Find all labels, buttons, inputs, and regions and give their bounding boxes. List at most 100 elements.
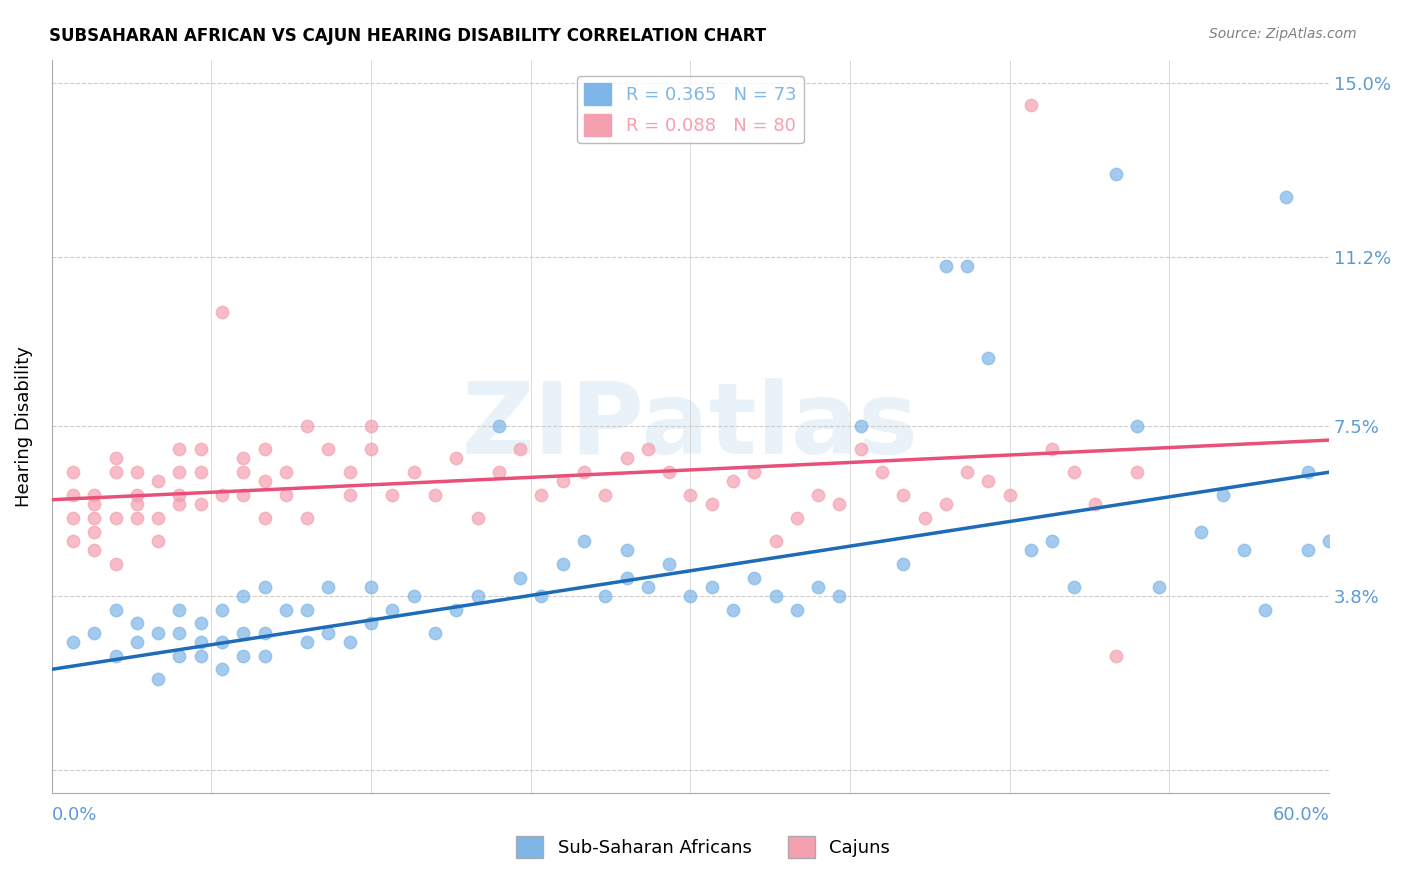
Point xyxy=(148,625,170,640)
Point xyxy=(551,475,574,489)
Point xyxy=(807,580,830,594)
Point xyxy=(190,465,212,479)
Point xyxy=(169,648,191,663)
Point xyxy=(742,571,765,585)
Point xyxy=(190,497,212,511)
Point xyxy=(339,488,361,502)
Point xyxy=(148,475,170,489)
Point xyxy=(169,488,191,502)
Point xyxy=(125,511,148,525)
Point xyxy=(169,465,191,479)
Point xyxy=(870,465,893,479)
Point xyxy=(232,625,254,640)
Point xyxy=(700,497,723,511)
Point xyxy=(62,511,84,525)
Point xyxy=(253,648,276,663)
Point xyxy=(891,557,914,571)
Point xyxy=(593,488,616,502)
Point xyxy=(530,488,553,502)
Point xyxy=(977,351,1000,365)
Point xyxy=(211,662,233,676)
Point xyxy=(104,557,127,571)
Point xyxy=(679,589,702,603)
Text: 60.0%: 60.0% xyxy=(1272,806,1329,824)
Point xyxy=(190,616,212,631)
Point xyxy=(721,603,744,617)
Point xyxy=(679,488,702,502)
Point xyxy=(190,442,212,457)
Point xyxy=(849,419,872,434)
Point xyxy=(253,442,276,457)
Point xyxy=(318,442,340,457)
Point xyxy=(232,465,254,479)
Point xyxy=(765,533,787,548)
Point xyxy=(360,442,382,457)
Point xyxy=(956,465,979,479)
Point xyxy=(700,580,723,594)
Point xyxy=(62,465,84,479)
Point xyxy=(402,589,425,603)
Point xyxy=(253,511,276,525)
Point xyxy=(828,589,851,603)
Point xyxy=(616,543,638,558)
Point xyxy=(125,635,148,649)
Point xyxy=(488,465,510,479)
Point xyxy=(572,465,595,479)
Point xyxy=(1212,488,1234,502)
Point xyxy=(83,625,105,640)
Point xyxy=(658,557,681,571)
Point xyxy=(956,259,979,273)
Point xyxy=(977,475,1000,489)
Point xyxy=(318,580,340,594)
Point xyxy=(467,589,489,603)
Point xyxy=(232,451,254,466)
Point xyxy=(125,497,148,511)
Point xyxy=(1296,543,1319,558)
Point xyxy=(935,259,957,273)
Point xyxy=(828,497,851,511)
Point xyxy=(274,488,297,502)
Point xyxy=(530,589,553,603)
Point xyxy=(339,635,361,649)
Point xyxy=(1126,419,1149,434)
Point xyxy=(807,488,830,502)
Point xyxy=(104,511,127,525)
Point xyxy=(849,442,872,457)
Point xyxy=(721,475,744,489)
Point xyxy=(125,465,148,479)
Point xyxy=(381,603,404,617)
Point xyxy=(125,616,148,631)
Text: SUBSAHARAN AFRICAN VS CAJUN HEARING DISABILITY CORRELATION CHART: SUBSAHARAN AFRICAN VS CAJUN HEARING DISA… xyxy=(49,27,766,45)
Point xyxy=(423,625,446,640)
Point xyxy=(104,451,127,466)
Point xyxy=(125,488,148,502)
Point xyxy=(360,616,382,631)
Point xyxy=(190,648,212,663)
Point xyxy=(616,571,638,585)
Point xyxy=(360,580,382,594)
Point xyxy=(253,580,276,594)
Point xyxy=(402,465,425,479)
Point xyxy=(593,589,616,603)
Point xyxy=(509,571,531,585)
Point xyxy=(83,488,105,502)
Point xyxy=(169,603,191,617)
Point xyxy=(148,511,170,525)
Point xyxy=(104,648,127,663)
Point xyxy=(232,648,254,663)
Point xyxy=(1019,543,1042,558)
Point xyxy=(742,465,765,479)
Point xyxy=(658,465,681,479)
Point xyxy=(169,625,191,640)
Point xyxy=(169,442,191,457)
Point xyxy=(339,465,361,479)
Point xyxy=(488,419,510,434)
Point xyxy=(423,488,446,502)
Point xyxy=(295,603,318,617)
Point xyxy=(551,557,574,571)
Point xyxy=(62,635,84,649)
Point xyxy=(83,511,105,525)
Point xyxy=(1126,465,1149,479)
Point xyxy=(1275,190,1298,204)
Point xyxy=(1254,603,1277,617)
